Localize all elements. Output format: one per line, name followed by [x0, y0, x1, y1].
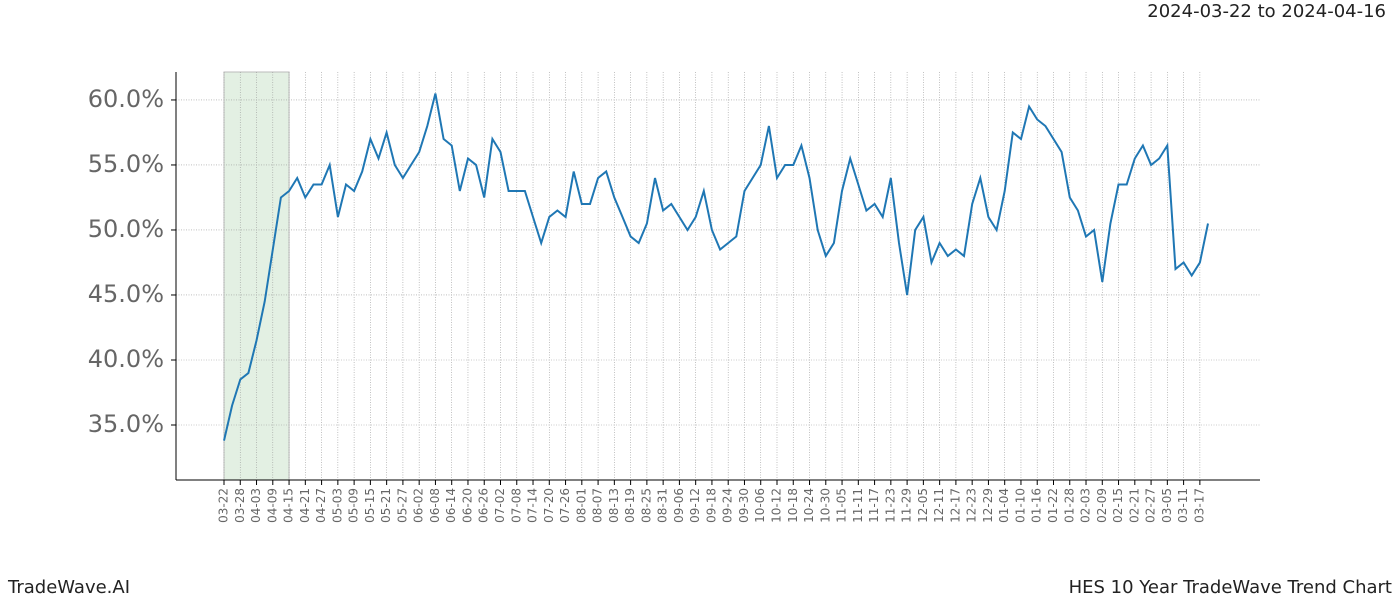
x-tick-label: 01-10 — [1013, 488, 1027, 523]
x-tick-label: 12-05 — [916, 488, 930, 523]
x-tick-label: 07-26 — [558, 488, 572, 523]
x-tick-label: 11-05 — [835, 488, 849, 523]
x-tick-label: 03-17 — [1192, 488, 1206, 523]
x-tick-label: 06-14 — [444, 488, 458, 523]
x-tick-label: 09-18 — [704, 488, 718, 523]
x-tick-label: 11-17 — [867, 488, 881, 523]
x-tick-label: 01-04 — [997, 488, 1011, 523]
x-tick-label: 09-24 — [721, 488, 735, 523]
x-tick-label: 03-05 — [1160, 488, 1174, 523]
x-tick-label: 08-25 — [639, 488, 653, 523]
x-tick-label: 02-21 — [1127, 488, 1141, 523]
x-tick-label: 03-22 — [217, 488, 231, 523]
x-tick-label: 12-29 — [981, 488, 995, 523]
x-tick-label: 11-29 — [900, 488, 914, 523]
x-tick-label: 02-27 — [1144, 488, 1158, 523]
x-tick-label: 06-26 — [477, 488, 491, 523]
y-tick-label: 60.0% — [88, 85, 164, 113]
x-tick-label: 05-15 — [363, 488, 377, 523]
x-tick-label: 04-15 — [282, 488, 296, 523]
y-tick-label: 45.0% — [88, 280, 164, 308]
x-tick-label: 08-07 — [591, 488, 605, 523]
highlight-window — [223, 71, 290, 481]
x-tick-label: 07-02 — [493, 488, 507, 523]
x-tick-label: 10-12 — [769, 488, 783, 523]
date-range: 2024-03-22 to 2024-04-16 — [1147, 1, 1386, 22]
x-tick-label: 08-19 — [623, 488, 637, 523]
y-tick-label: 55.0% — [88, 150, 164, 178]
x-tick-label: 02-15 — [1111, 488, 1125, 523]
x-tick-label: 05-09 — [347, 488, 361, 523]
x-tick-label: 08-01 — [574, 488, 588, 523]
x-tick-label: 11-11 — [851, 488, 865, 523]
x-tick-label: 05-27 — [395, 488, 409, 523]
x-tick-label: 10-06 — [753, 488, 767, 523]
x-tick-label: 12-23 — [965, 488, 979, 523]
x-tick-label: 09-06 — [672, 488, 686, 523]
y-tick-label: 35.0% — [88, 410, 164, 438]
x-tick-label: 11-23 — [883, 488, 897, 523]
x-tick-label: 10-30 — [818, 488, 832, 523]
x-tick-label: 06-02 — [412, 488, 426, 523]
brand: TradeWave.AI — [7, 577, 130, 598]
x-tick-label: 06-20 — [460, 488, 474, 523]
x-tick-label: 01-22 — [1046, 488, 1060, 523]
x-tick-label: 10-24 — [802, 488, 816, 523]
x-tick-label: 07-20 — [542, 488, 556, 523]
x-tick-label: 08-31 — [656, 488, 670, 523]
x-tick-label: 01-28 — [1062, 488, 1076, 523]
y-tick-label: 40.0% — [88, 345, 164, 373]
y-tick-label: 50.0% — [88, 215, 164, 243]
x-tick-label: 04-27 — [314, 488, 328, 523]
x-tick-label: 03-11 — [1176, 488, 1190, 523]
x-tick-label: 02-03 — [1079, 488, 1093, 523]
x-tick-label: 07-14 — [526, 488, 540, 523]
x-tick-label: 01-16 — [1030, 488, 1044, 523]
x-tick-label: 05-21 — [379, 488, 393, 523]
x-tick-label: 06-08 — [428, 488, 442, 523]
x-tick-label: 04-03 — [249, 488, 263, 523]
x-tick-label: 07-08 — [509, 488, 523, 523]
trend-line — [223, 93, 1209, 441]
x-tick-label: 09-30 — [737, 488, 751, 523]
chart-name: HES 10 Year TradeWave Trend Chart — [1069, 577, 1392, 598]
x-tick-label: 02-09 — [1095, 488, 1109, 523]
x-tick-label: 10-18 — [786, 488, 800, 523]
x-tick-label: 09-12 — [688, 488, 702, 523]
x-tick-label: 12-11 — [932, 488, 946, 523]
x-tick-label: 04-21 — [298, 488, 312, 523]
x-tick-label: 04-09 — [265, 488, 279, 523]
x-tick-label: 12-17 — [948, 488, 962, 523]
x-tick-label: 05-03 — [330, 488, 344, 523]
x-tick-label: 03-28 — [233, 488, 247, 523]
x-tick-label: 08-13 — [607, 488, 621, 523]
